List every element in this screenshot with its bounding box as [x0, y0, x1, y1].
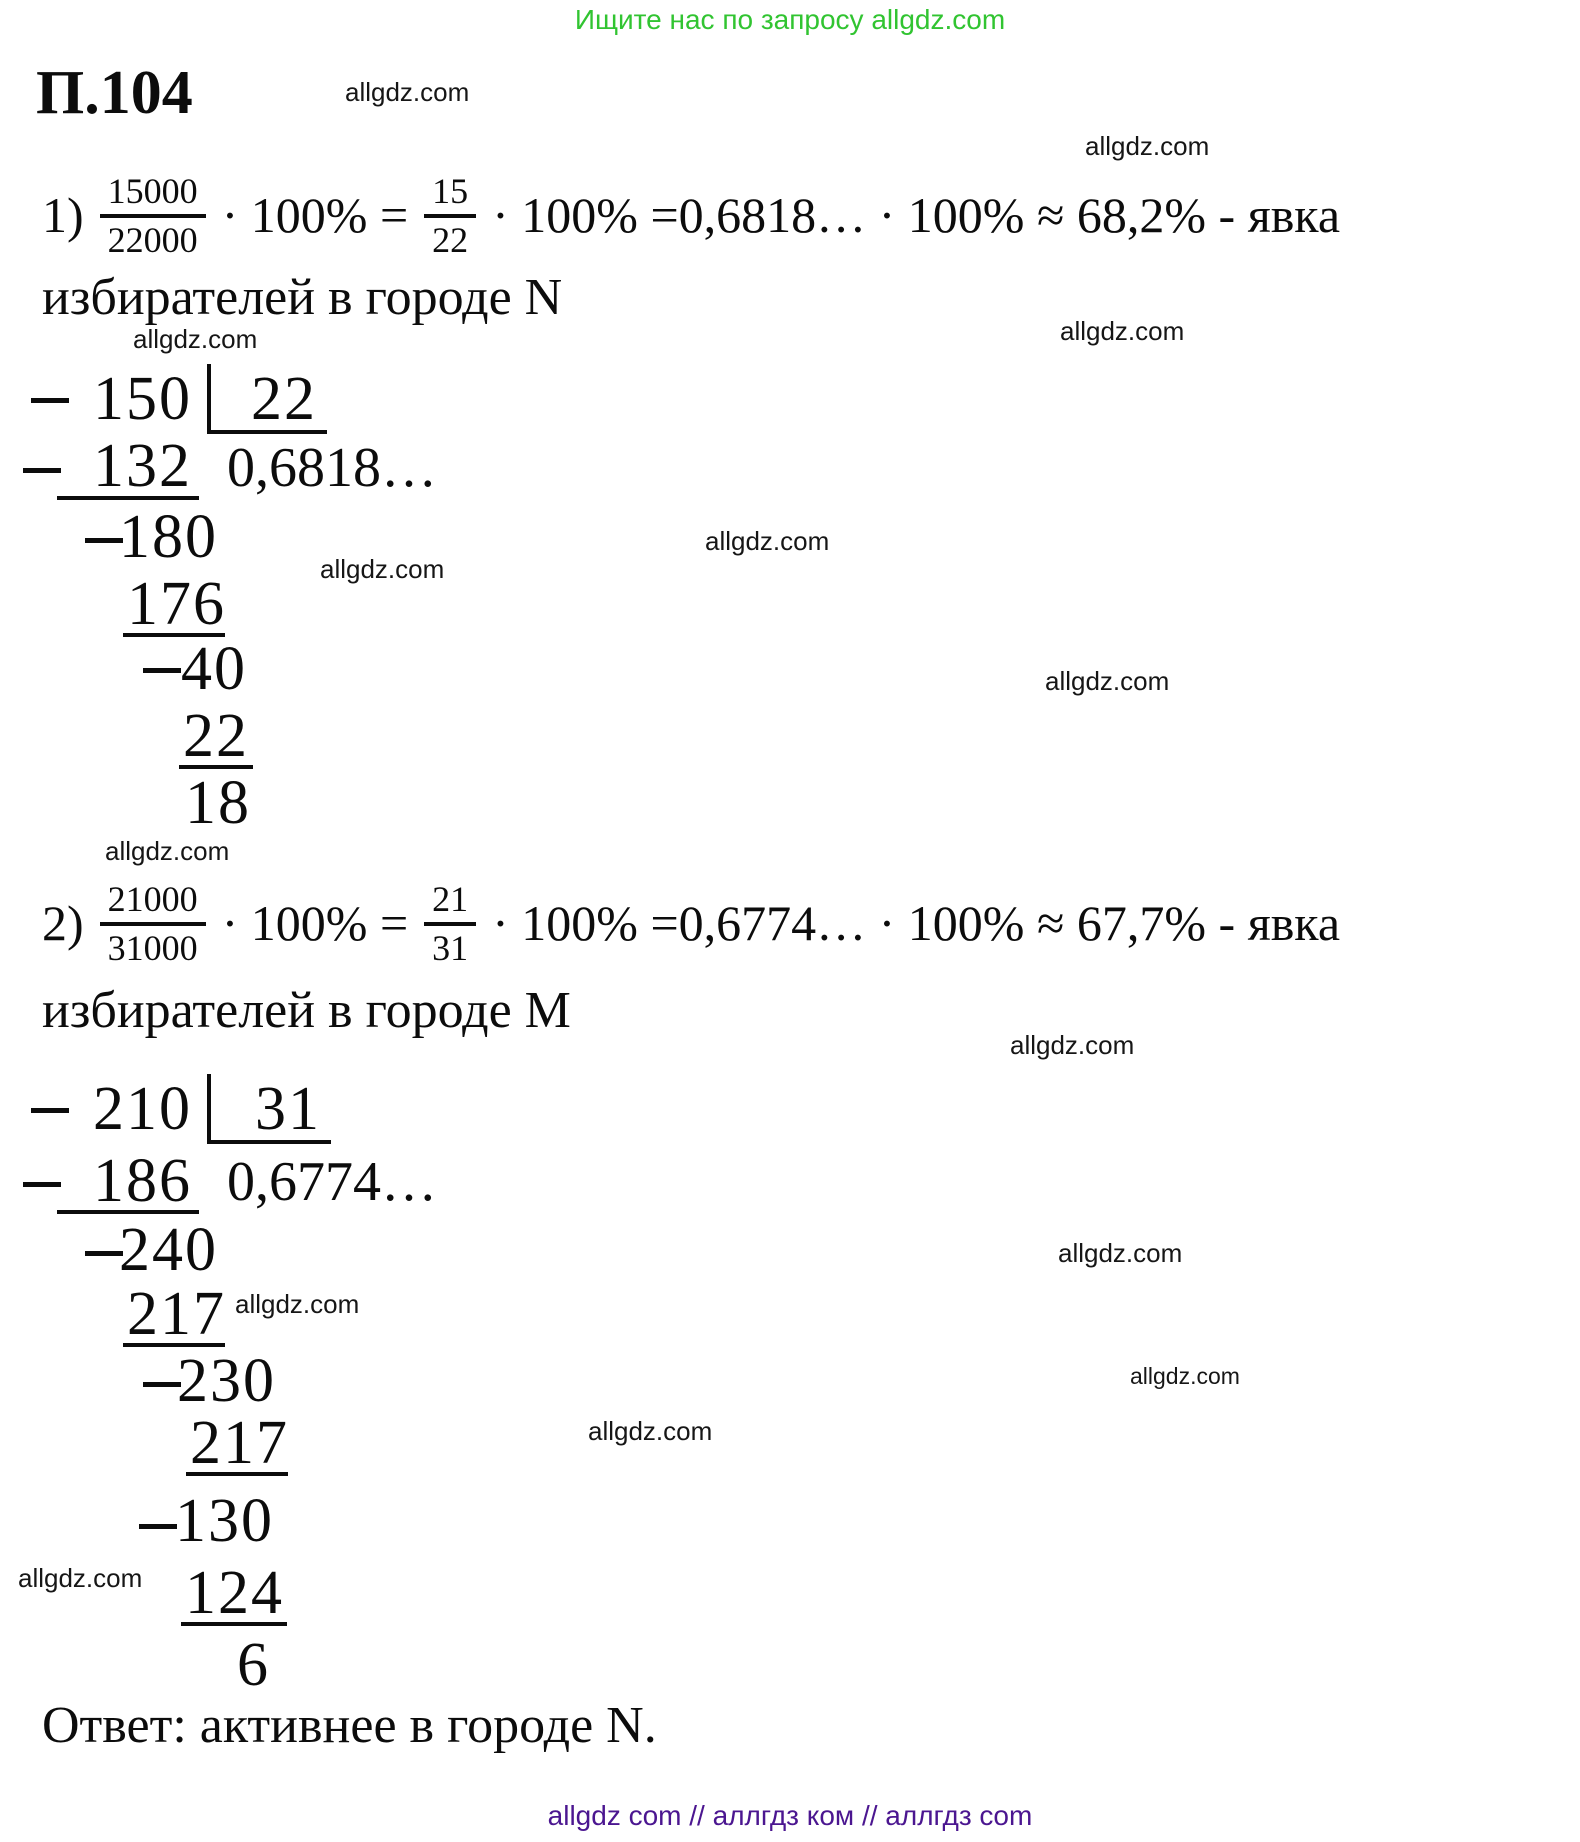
- subtraction-line: [123, 633, 225, 637]
- division-bracket-vertical: [207, 364, 211, 432]
- equation-1-continuation: избирателей в городе N: [42, 269, 563, 326]
- division-bracket-horizontal: [207, 430, 327, 434]
- long-division-1: 150 22 132 0,6818… 180 176 40 22 18: [23, 364, 585, 838]
- equation-2-result: · 100% =0,6774… · 100% ≈ 67,7% - явка: [492, 895, 1341, 952]
- dividend: 150: [93, 365, 192, 433]
- watermark: allgdz.com: [235, 1289, 360, 1319]
- division-row: 230: [177, 1347, 276, 1415]
- subtraction-line: [123, 1343, 225, 1347]
- watermark: allgdz.com: [1058, 1238, 1183, 1268]
- numerator: 21000: [99, 880, 206, 926]
- division-row: 124: [185, 1559, 284, 1627]
- watermark: allgdz.com: [1010, 1030, 1135, 1060]
- subtrahend: 186: [93, 1147, 192, 1215]
- denominator: 31000: [107, 927, 198, 968]
- footer-links: allgdz com // аллгдз ком // аллгдз com: [547, 1800, 1033, 1831]
- quotient: 0,6818…: [227, 437, 437, 499]
- equation-2: 2) 21000 31000 · 100% = 21 31 · 100% =0,…: [42, 880, 1340, 968]
- fraction: 15000 22000: [99, 172, 206, 260]
- division-row: 217: [127, 1280, 226, 1348]
- subtraction-line: [181, 1622, 287, 1626]
- watermark: allgdz.com: [1045, 666, 1170, 696]
- fraction: 15 22: [424, 172, 477, 260]
- numerator: 15: [424, 172, 477, 218]
- watermark: allgdz.com: [588, 1416, 713, 1446]
- division-row: 22: [183, 702, 249, 770]
- equation-1: 1) 15000 22000 · 100% = 15 22 · 100% =0,…: [42, 172, 1340, 260]
- divisor: 31: [255, 1075, 321, 1143]
- denominator: 31: [432, 927, 469, 968]
- division-row: 240: [119, 1216, 218, 1284]
- remainder: 6: [237, 1631, 270, 1699]
- equation-2-continuation: избирателей в городе М: [42, 982, 571, 1039]
- quotient: 0,6774…: [227, 1151, 437, 1213]
- division-row: 176: [127, 570, 226, 638]
- division-row: 130: [175, 1487, 274, 1555]
- denominator: 22: [432, 219, 469, 260]
- minus-dash: [143, 1382, 181, 1387]
- watermark: allgdz.com: [1130, 1363, 1240, 1389]
- numerator: 21: [424, 880, 477, 926]
- minus-dash: [31, 398, 69, 403]
- watermark: allgdz.com: [1060, 316, 1185, 346]
- minus-dash: [139, 1524, 177, 1529]
- division-bracket-horizontal: [207, 1140, 331, 1144]
- divisor: 22: [251, 365, 317, 433]
- watermark: allgdz.com: [345, 77, 470, 107]
- minus-dash: [85, 538, 123, 543]
- equation-2-label: 2): [42, 895, 84, 952]
- equation-1-result: · 100% =0,6818… · 100% ≈ 68,2% - явка: [492, 187, 1341, 244]
- site-search-hint: Ищите нас по запросу allgdz.com: [574, 4, 1006, 35]
- watermark: allgdz.com: [18, 1563, 143, 1593]
- equation-2-mid: · 100% =: [221, 895, 409, 952]
- division-row: 180: [119, 503, 218, 571]
- long-division-2: 210 31 186 0,6774… 240 217 230 217 130 1…: [23, 1074, 585, 1699]
- equation-1-label: 1): [42, 187, 84, 244]
- subtraction-line: [186, 1472, 288, 1476]
- subtrahend: 132: [93, 432, 192, 500]
- watermark: allgdz.com: [705, 526, 830, 556]
- minus-dash: [31, 1108, 69, 1113]
- minus-dash: [23, 468, 61, 473]
- division-row: 217: [190, 1409, 289, 1477]
- fraction: 21 31: [424, 880, 477, 968]
- watermark: allgdz.com: [133, 324, 258, 354]
- problem-number: П.104: [36, 59, 193, 127]
- dividend: 210: [93, 1075, 192, 1143]
- subtraction-line: [57, 496, 199, 500]
- answer-line: Ответ: активнее в городе N.: [42, 1697, 657, 1754]
- equation-1-mid: · 100% =: [221, 187, 409, 244]
- division-row: 40: [181, 635, 247, 703]
- watermark: allgdz.com: [1085, 131, 1210, 161]
- minus-dash: [85, 1251, 123, 1256]
- watermark: allgdz.com: [320, 554, 445, 584]
- minus-dash: [23, 1182, 61, 1187]
- minus-dash: [143, 668, 181, 673]
- remainder: 18: [185, 769, 251, 837]
- numerator: 15000: [99, 172, 206, 218]
- denominator: 22000: [107, 219, 198, 260]
- subtraction-line: [179, 765, 253, 769]
- watermark: allgdz.com: [105, 836, 230, 866]
- subtraction-line: [57, 1210, 199, 1214]
- fraction: 21000 31000: [99, 880, 206, 968]
- division-bracket-vertical: [207, 1074, 211, 1142]
